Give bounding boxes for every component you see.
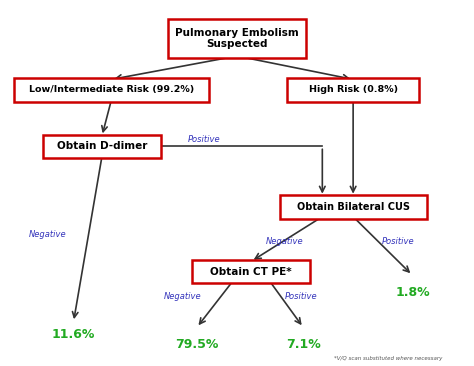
Text: Negative: Negative	[28, 230, 66, 239]
Text: Positive: Positive	[188, 135, 220, 144]
Text: Obtain Bilateral CUS: Obtain Bilateral CUS	[297, 202, 410, 212]
Text: Obtain CT PE*: Obtain CT PE*	[210, 266, 292, 277]
Text: Positive: Positive	[285, 292, 317, 301]
Text: 7.1%: 7.1%	[286, 337, 321, 351]
FancyBboxPatch shape	[287, 78, 419, 101]
Text: 11.6%: 11.6%	[52, 328, 95, 341]
FancyBboxPatch shape	[280, 195, 427, 219]
Text: 1.8%: 1.8%	[395, 286, 430, 299]
Text: Pulmonary Embolism
Suspected: Pulmonary Embolism Suspected	[175, 27, 299, 49]
FancyBboxPatch shape	[14, 78, 209, 101]
Text: *V/Q scan substituted where necessary: *V/Q scan substituted where necessary	[335, 355, 443, 361]
FancyBboxPatch shape	[43, 134, 161, 158]
FancyBboxPatch shape	[168, 19, 306, 57]
Text: High Risk (0.8%): High Risk (0.8%)	[309, 85, 398, 94]
FancyBboxPatch shape	[192, 260, 310, 283]
Text: Negative: Negative	[164, 292, 201, 301]
Text: Low/Intermediate Risk (99.2%): Low/Intermediate Risk (99.2%)	[29, 85, 194, 94]
Text: Positive: Positive	[382, 237, 414, 246]
Text: 79.5%: 79.5%	[175, 337, 219, 351]
Text: Obtain D-dimer: Obtain D-dimer	[57, 141, 147, 152]
Text: Negative: Negative	[265, 237, 303, 246]
